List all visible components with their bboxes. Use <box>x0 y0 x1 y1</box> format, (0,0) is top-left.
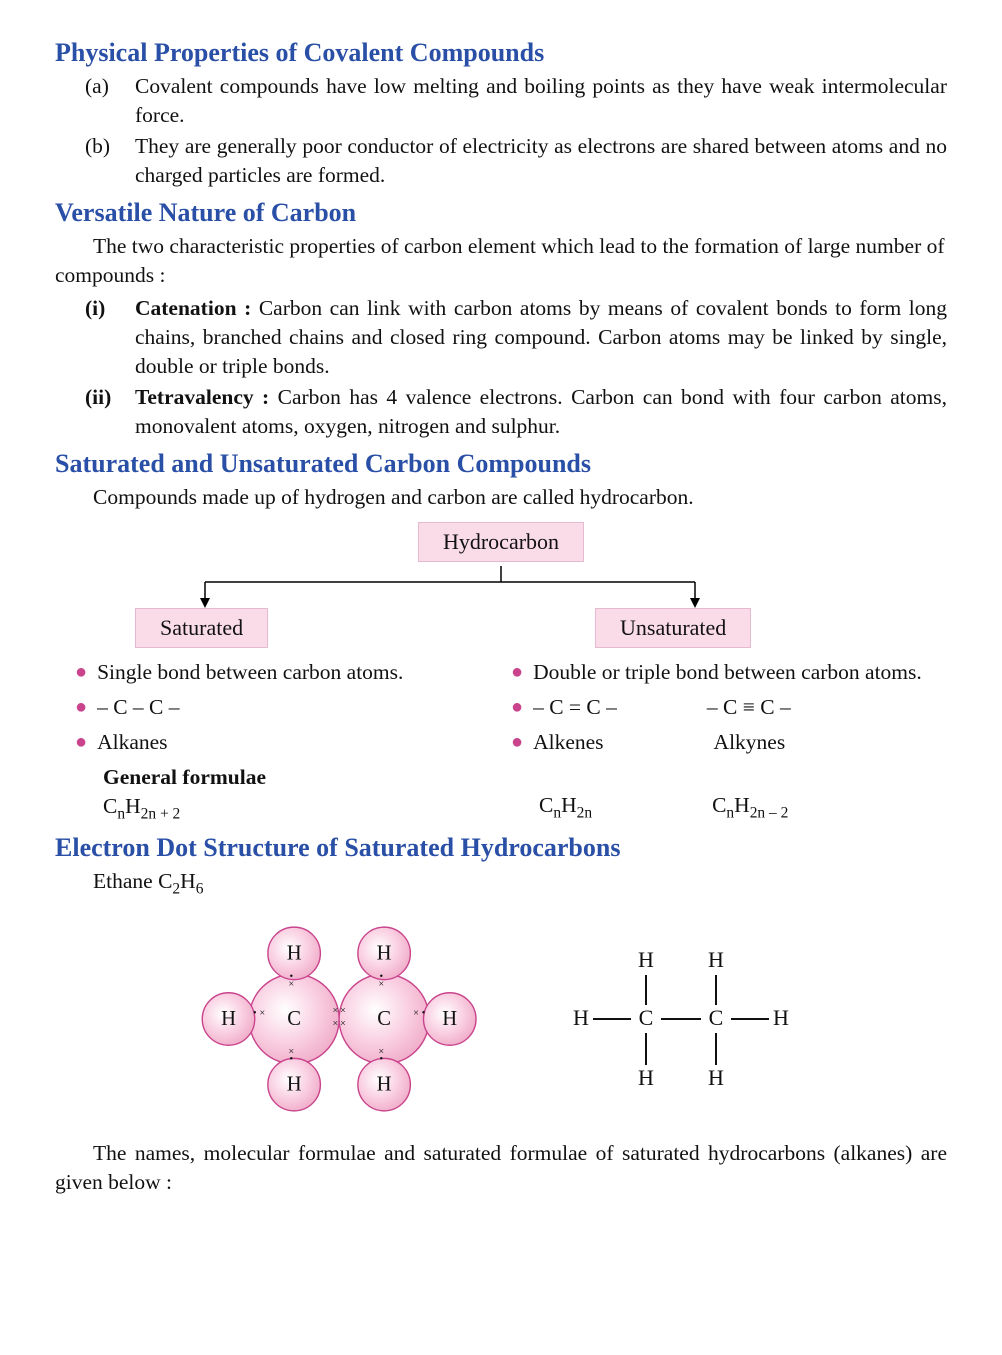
s1-list: (a) Covalent compounds have low melting … <box>55 72 947 190</box>
label-b: (b) <box>85 132 135 190</box>
sat-b1-text: Single bond between carbon atoms. <box>97 658 403 687</box>
svg-text:×: × <box>332 1005 338 1016</box>
gf-label: General formulae <box>103 763 511 792</box>
uns-b3a: Alkenes <box>533 728 603 757</box>
sat-b1: ● Single bond between carbon atoms. <box>75 658 511 687</box>
bold-i: Catenation : <box>135 296 259 320</box>
tree-top-box: Hydrocarbon <box>418 522 584 562</box>
svg-text:H: H <box>221 1008 236 1030</box>
svg-text:H: H <box>377 942 392 964</box>
svg-text:H: H <box>773 1005 789 1030</box>
sat-b3: ● Alkanes <box>75 728 511 757</box>
svg-text:×: × <box>413 1008 419 1019</box>
heading-saturated: Saturated and Unsaturated Carbon Compoun… <box>55 449 947 479</box>
svg-text:H: H <box>287 1073 302 1095</box>
svg-text:H: H <box>442 1008 457 1030</box>
heading-electron-dot: Electron Dot Structure of Saturated Hydr… <box>55 833 947 863</box>
text-b: They are generally poor conductor of ele… <box>135 132 947 190</box>
bold-ii: Tetravalency : <box>135 385 278 409</box>
sat-b3-text: Alkanes <box>97 728 167 757</box>
svg-text:×: × <box>340 1005 346 1016</box>
svg-text:H: H <box>377 1073 392 1095</box>
svg-text:C: C <box>709 1005 724 1030</box>
col-saturated: ● Single bond between carbon atoms. ● – C … <box>55 652 511 825</box>
s4-trailing: The names, molecular formulae and satura… <box>55 1139 947 1197</box>
bullet-icon: ● <box>511 658 523 686</box>
bullet-icon: ● <box>511 693 523 721</box>
col-unsaturated: ● Double or triple bond between carbon at… <box>511 652 947 825</box>
svg-text:C: C <box>377 1008 391 1030</box>
hydrocarbon-tree: Hydrocarbon Saturated Unsaturated <box>55 522 947 652</box>
s2-item-i: (i) Catenation : Carbon can link with ca… <box>85 294 947 381</box>
svg-text:H: H <box>708 1065 724 1090</box>
ethane-dot-structure: CC HH HH HH ×× ×× •× ×• •× •× ×• ×• <box>191 909 491 1129</box>
text-a: Covalent compounds have low melting and … <box>135 72 947 130</box>
svg-text:×: × <box>378 979 384 990</box>
svg-text:H: H <box>573 1005 589 1030</box>
svg-text:×: × <box>332 1018 338 1029</box>
gf-sat: CnH2n + 2 <box>103 792 511 825</box>
svg-text:H: H <box>287 942 302 964</box>
ethane-diagrams: CC HH HH HH ×× ×× •× ×• •× •× ×• ×• HH <box>55 909 947 1129</box>
svg-text:H: H <box>638 1065 654 1090</box>
tree-left-box: Saturated <box>135 608 268 648</box>
s2-item-ii: (ii) Tetravalency : Carbon has 4 valence… <box>85 383 947 441</box>
uns-b2a: – C = C – <box>533 693 617 722</box>
svg-text:•: • <box>253 1008 257 1019</box>
heading-versatile: Versatile Nature of Carbon <box>55 198 947 228</box>
s3-intro: Compounds made up of hydrogen and carbon… <box>55 483 947 512</box>
ethane-structural-formula: H H H C C H H H <box>551 939 811 1099</box>
svg-text:•: • <box>290 1054 294 1065</box>
svg-text:C: C <box>639 1005 654 1030</box>
svg-text:×: × <box>288 979 294 990</box>
svg-text:C: C <box>287 1008 301 1030</box>
bullet-icon: ● <box>75 658 87 686</box>
svg-text:×: × <box>259 1008 265 1019</box>
svg-text:H: H <box>638 947 654 972</box>
svg-text:•: • <box>380 1054 384 1065</box>
label-a: (a) <box>85 72 135 130</box>
svg-text:•: • <box>422 1008 426 1019</box>
uns-b2: ● – C = C – – C ≡ C – <box>511 693 947 722</box>
s2-intro: The two characteristic properties of car… <box>55 232 947 441</box>
ethane-label: Ethane C2H6 <box>93 867 947 900</box>
two-column-compare: ● Single bond between carbon atoms. ● – C … <box>55 652 947 825</box>
gf-alkyne: CnH2n – 2 <box>712 791 788 824</box>
bullet-icon: ● <box>511 728 523 756</box>
uns-b3: ● Alkenes Alkynes <box>511 728 947 757</box>
uns-b3b: Alkynes <box>714 728 786 757</box>
bullet-icon: ● <box>75 728 87 756</box>
s1-item-a: (a) Covalent compounds have low melting … <box>85 72 947 130</box>
tree-right-box: Unsaturated <box>595 608 751 648</box>
text-ii: Tetravalency : Carbon has 4 valence elec… <box>135 383 947 441</box>
sat-b2-text: – C – C – <box>97 693 179 722</box>
label-i: (i) <box>85 294 135 381</box>
label-ii: (ii) <box>85 383 135 441</box>
s1-item-b: (b) They are generally poor conductor of… <box>85 132 947 190</box>
uns-b1-text: Double or triple bond between carbon ato… <box>533 658 922 687</box>
bullet-icon: ● <box>75 693 87 721</box>
gf-alkene: CnH2n <box>539 791 592 824</box>
sat-b2: ● – C – C – <box>75 693 511 722</box>
heading-physical: Physical Properties of Covalent Compound… <box>55 38 947 68</box>
s2-intro-text: The two characteristic properties of car… <box>55 232 947 290</box>
svg-text:×: × <box>340 1018 346 1029</box>
svg-text:H: H <box>708 947 724 972</box>
uns-b2b: – C ≡ C – <box>707 693 791 722</box>
uns-b1: ● Double or triple bond between carbon at… <box>511 658 947 687</box>
text-i: Catenation : Carbon can link with carbon… <box>135 294 947 381</box>
